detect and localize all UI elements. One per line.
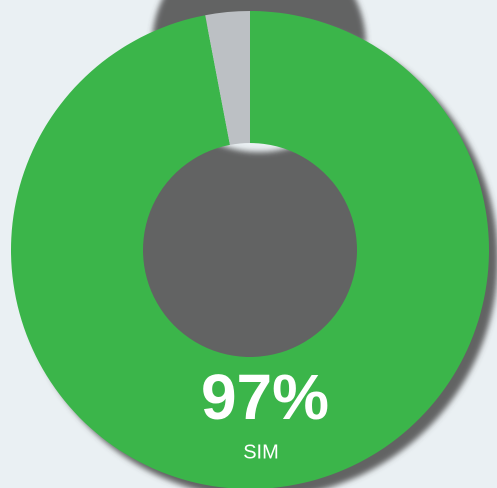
center-value-label: 97% [201, 361, 329, 433]
center-category-label: SIM [243, 441, 279, 463]
slice [11, 11, 489, 488]
donut [11, 11, 489, 488]
slice [205, 11, 250, 145]
